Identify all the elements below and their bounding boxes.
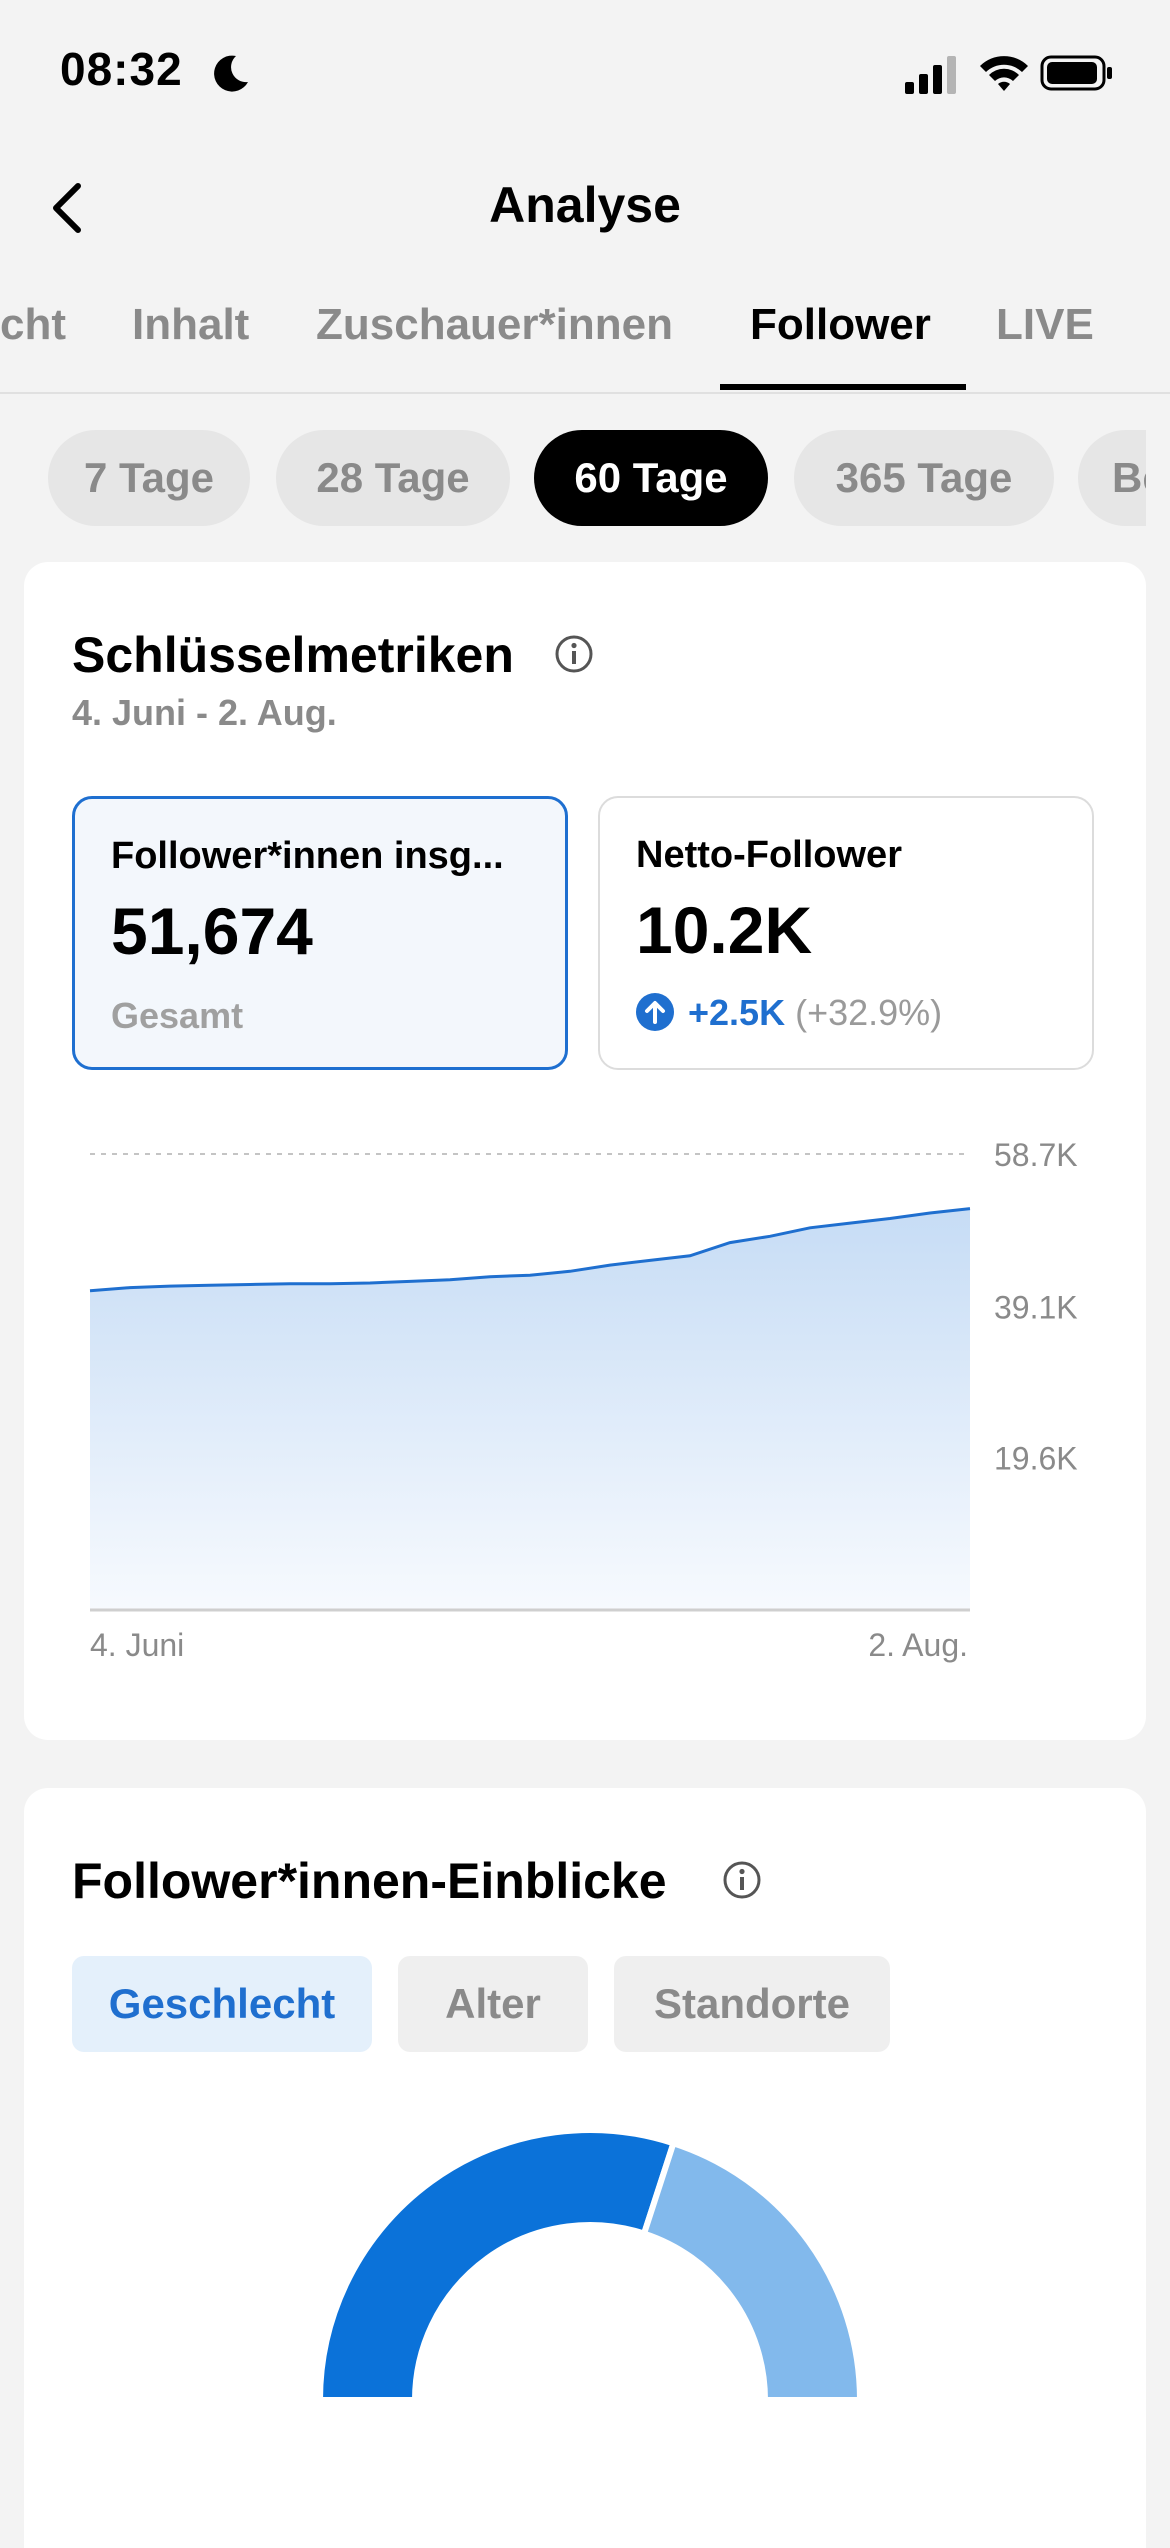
tab-viewers[interactable]: Zuschauer*innen — [316, 300, 673, 349]
date-range: 4. Juni - 2. Aug. — [72, 692, 337, 733]
insights-tab-gender[interactable]: Geschlecht — [72, 1956, 372, 2052]
metric-label: Follower*innen insg... — [111, 835, 504, 877]
gender-slice-0[interactable] — [316, 2127, 678, 2403]
period-chip-7-days[interactable]: 7 Tage — [48, 430, 250, 526]
status-time: 08:32 — [60, 43, 183, 95]
metric-value: 10.2K — [636, 893, 813, 967]
period-chip-365-days[interactable]: 365 Tage — [794, 430, 1054, 526]
followers-area-chart[interactable]: 58.7K 39.1K 19.6K 4. Juni 2. Aug. — [60, 1110, 1120, 1690]
info-icon[interactable] — [554, 634, 594, 674]
gender-donut-chart[interactable] — [300, 2110, 880, 2410]
y-axis-tick-label: 39.1K — [994, 1289, 1078, 1325]
x-axis-end-label: 2. Aug. — [868, 1627, 968, 1663]
info-icon[interactable] — [722, 1860, 762, 1900]
x-axis-start-label: 4. Juni — [90, 1627, 184, 1663]
tab-live[interactable]: LIVE — [996, 300, 1094, 349]
active-tab-indicator — [720, 384, 966, 390]
period-chip-60-days[interactable]: 60 Tage — [534, 430, 768, 526]
y-axis-tick-label: 19.6K — [994, 1441, 1078, 1477]
change-absolute: +2.5K — [688, 992, 786, 1033]
arrow-up-circle-icon — [636, 993, 674, 1031]
moon-icon — [214, 55, 248, 92]
period-chip-custom[interactable]: Be — [1078, 430, 1146, 526]
insights-tab-age[interactable]: Alter — [398, 1956, 588, 2052]
insights-tab-locations[interactable]: Standorte — [614, 1956, 890, 2052]
total-followers-metric[interactable]: Follower*innen insg... 51,674 Gesamt — [72, 796, 568, 1070]
period-chip-28-days[interactable]: 28 Tage — [276, 430, 510, 526]
tab-content[interactable]: Inhalt — [132, 300, 250, 349]
key-metrics-title: Schlüsselmetriken — [72, 627, 514, 683]
cellular-signal-icon — [905, 56, 956, 94]
analytics-tabs: cht Inhalt Zuschauer*innen Follower LIVE — [0, 300, 1170, 394]
page-title: Analyse — [489, 177, 681, 233]
tab-followers[interactable]: Follower — [750, 300, 931, 349]
chart-area-fill — [90, 1208, 970, 1610]
tab-overview[interactable]: cht — [0, 300, 66, 349]
battery-icon — [1040, 55, 1112, 91]
metric-change: +2.5K (+32.9%) — [636, 992, 942, 1034]
net-followers-metric[interactable]: Netto-Follower 10.2K +2.5K (+32.9%) — [598, 796, 1094, 1070]
metric-value: 51,674 — [111, 894, 313, 968]
chart-series-line — [89, 1207, 971, 1293]
gender-slice-1[interactable] — [640, 2139, 864, 2403]
follower-insights-title: Follower*innen-Einblicke — [72, 1853, 667, 1909]
change-percent: (+32.9%) — [795, 992, 943, 1033]
back-chevron-icon[interactable] — [42, 178, 92, 238]
wifi-icon — [980, 56, 1028, 91]
y-axis-tick-label: 58.7K — [994, 1137, 1078, 1173]
metric-label: Netto-Follower — [636, 834, 902, 876]
metric-sublabel: Gesamt — [111, 995, 244, 1036]
